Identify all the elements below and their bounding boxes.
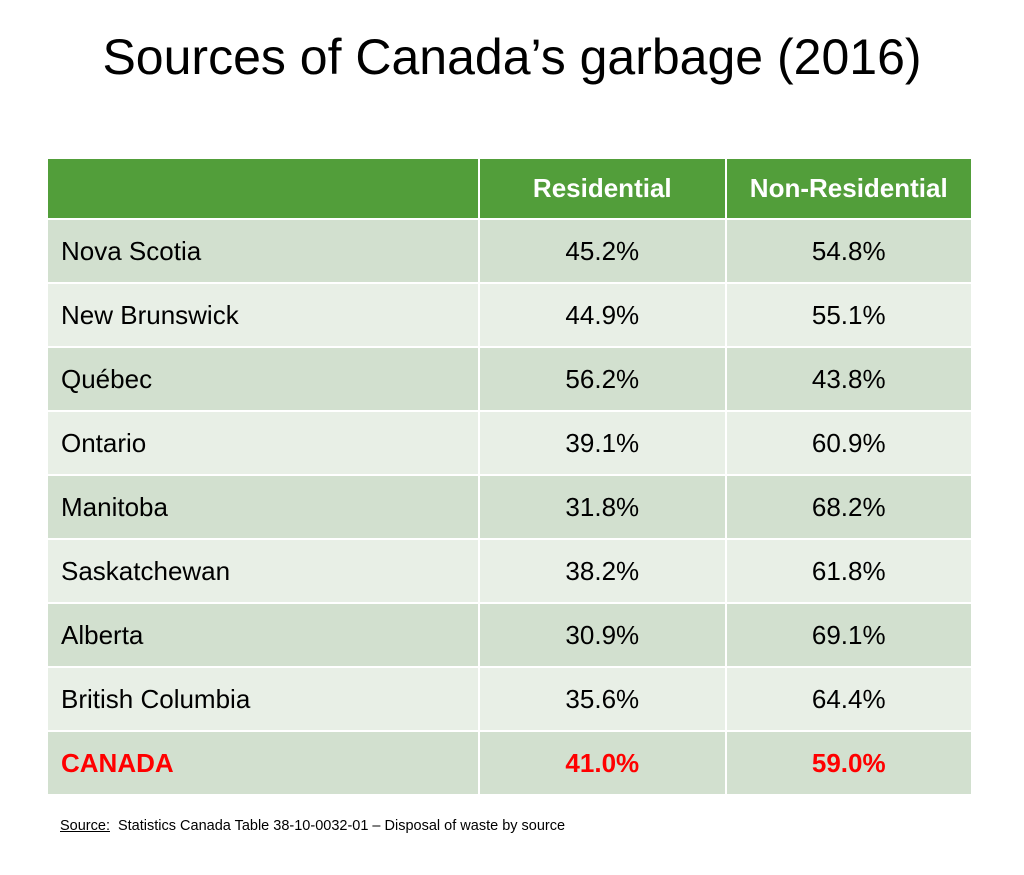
region-cell: Alberta [45, 602, 481, 668]
residential-cell: 39.1% [478, 410, 727, 476]
region-cell: Saskatchewan [45, 538, 481, 604]
non-residential-cell: 64.4% [724, 666, 974, 732]
header-non-residential: Non-Residential [724, 157, 974, 220]
region-cell: British Columbia [45, 666, 481, 732]
header-blank [45, 157, 481, 220]
table-header-row: Residential Non-Residential [45, 157, 974, 220]
non-residential-cell: 55.1% [724, 282, 974, 348]
residential-cell: 45.2% [478, 218, 727, 284]
non-residential-cell: 60.9% [724, 410, 974, 476]
source-label: Source: [60, 818, 110, 834]
residential-cell: 35.6% [478, 666, 727, 732]
region-cell: Manitoba [45, 474, 481, 540]
table-row: New Brunswick 44.9% 55.1% [45, 282, 974, 348]
table-row: Alberta 30.9% 69.1% [45, 602, 974, 668]
residential-cell: 38.2% [478, 538, 727, 604]
non-residential-cell: 59.0% [724, 730, 974, 796]
region-cell: CANADA [45, 730, 481, 796]
table-row: Manitoba 31.8% 68.2% [45, 474, 974, 540]
table-row: British Columbia 35.6% 64.4% [45, 666, 974, 732]
header-residential: Residential [478, 157, 727, 220]
non-residential-cell: 54.8% [724, 218, 974, 284]
non-residential-cell: 61.8% [724, 538, 974, 604]
non-residential-cell: 68.2% [724, 474, 974, 540]
source-note: Source: Statistics Canada Table 38-10-003… [60, 818, 565, 834]
residential-cell: 44.9% [478, 282, 727, 348]
residential-cell: 31.8% [478, 474, 727, 540]
source-text: Statistics Canada Table 38-10-0032-01 – … [117, 818, 566, 834]
region-cell: Nova Scotia [45, 218, 481, 284]
residential-cell: 56.2% [478, 346, 727, 412]
table-row: Québec 56.2% 43.8% [45, 346, 974, 412]
region-cell: Ontario [45, 410, 481, 476]
region-cell: New Brunswick [45, 282, 481, 348]
table-row-total: CANADA 41.0% 59.0% [45, 730, 974, 796]
table-row: Nova Scotia 45.2% 54.8% [45, 218, 974, 284]
region-cell: Québec [45, 346, 481, 412]
residential-cell: 41.0% [478, 730, 727, 796]
data-table: Residential Non-Residential Nova Scotia 4… [45, 157, 974, 796]
table-row: Saskatchewan 38.2% 61.8% [45, 538, 974, 604]
non-residential-cell: 69.1% [724, 602, 974, 668]
non-residential-cell: 43.8% [724, 346, 974, 412]
residential-cell: 30.9% [478, 602, 727, 668]
page-title: Sources of Canada’s garbage (2016) [102, 29, 922, 85]
table-row: Ontario 39.1% 60.9% [45, 410, 974, 476]
